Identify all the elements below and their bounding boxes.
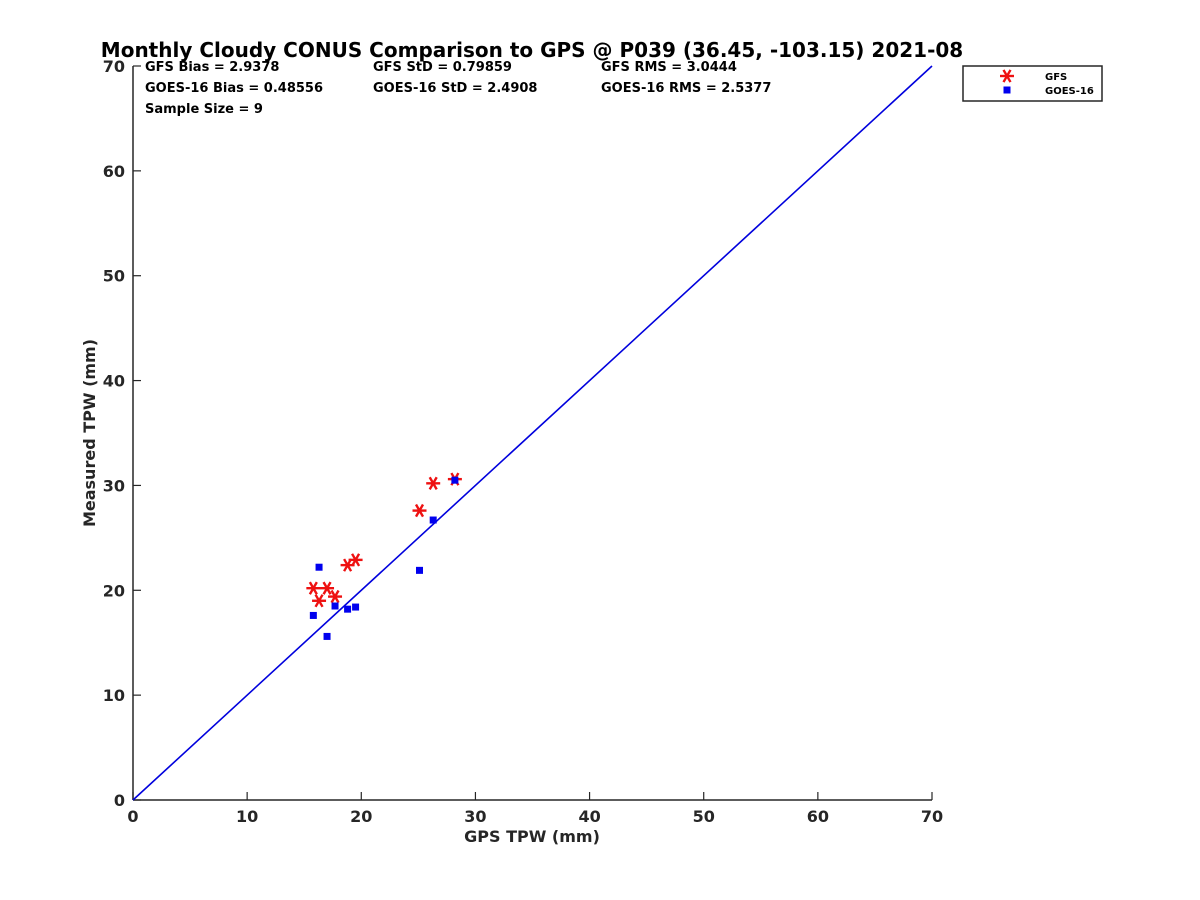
one-to-one-line [132, 65, 933, 801]
gfs-bias-stat: GFS Bias = 2.9378 [145, 60, 279, 75]
goes16-point [352, 603, 360, 611]
axis-ticks: 0 10 20 30 40 50 60 70 0 10 20 30 40 50 60 70 [103, 57, 943, 826]
x-tick-label: 70 [921, 807, 943, 826]
y-tick-label: 30 [103, 476, 125, 495]
gfs-point [328, 589, 343, 604]
gfs-std-stat: GFS StD = 0.79859 [373, 60, 512, 75]
x-tick-label: 10 [236, 807, 258, 826]
y-tick-label: 40 [103, 372, 125, 391]
legend: GFS GOES-16 [962, 65, 1103, 102]
x-tick-label: 0 [127, 807, 138, 826]
goes16-point [344, 605, 352, 613]
x-axis-label: GPS TPW (mm) [464, 827, 600, 846]
y-tick-label: 70 [103, 57, 125, 76]
goes-rms-stat: GOES-16 RMS = 2.5377 [601, 81, 771, 96]
statistics-text: GFS Bias = 2.9378 GFS StD = 0.79859 GFS … [145, 60, 771, 117]
legend-box [962, 65, 1103, 102]
y-tick-label: 20 [103, 581, 125, 600]
goes16-point [415, 566, 423, 574]
y-tick-label: 60 [103, 162, 125, 181]
data-points [306, 472, 462, 640]
x-tick-label: 50 [693, 807, 715, 826]
gfs-point [312, 594, 327, 608]
goes16-point [331, 602, 339, 610]
goes-std-stat: GOES-16 StD = 2.4908 [373, 81, 537, 96]
one-to-one-line-layer [132, 65, 933, 801]
gfs-point [426, 476, 441, 490]
y-axis-label: Measured TPW (mm) [80, 339, 99, 527]
goes16-point [451, 476, 459, 484]
y-tick-label: 0 [114, 791, 125, 810]
goes16-point [315, 563, 323, 571]
gfs-point [306, 581, 321, 595]
goes16-point [323, 632, 331, 640]
legend-label: GFS [1045, 72, 1067, 83]
legend-gfs-marker [1000, 69, 1014, 83]
gfs-point [412, 503, 427, 518]
legend-label: GOES-16 [1045, 86, 1094, 97]
gfs-rms-stat: GFS RMS = 3.0444 [601, 60, 737, 75]
gfs-point [348, 553, 363, 567]
y-tick-label: 50 [103, 267, 125, 286]
x-tick-label: 60 [807, 807, 829, 826]
gfs-point [320, 581, 335, 595]
chart-title: Monthly Cloudy CONUS Comparison to GPS @… [101, 38, 963, 62]
goes16-point [309, 611, 317, 619]
x-tick-label: 40 [578, 807, 600, 826]
x-tick-label: 20 [350, 807, 372, 826]
goes16-point [429, 516, 437, 524]
sample-size-stat: Sample Size = 9 [145, 102, 263, 117]
x-tick-label: 30 [464, 807, 486, 826]
legend-goes16-marker [1003, 86, 1011, 94]
axes [132, 66, 932, 801]
goes-bias-stat: GOES-16 Bias = 0.48556 [145, 81, 323, 96]
y-tick-label: 10 [103, 686, 125, 705]
